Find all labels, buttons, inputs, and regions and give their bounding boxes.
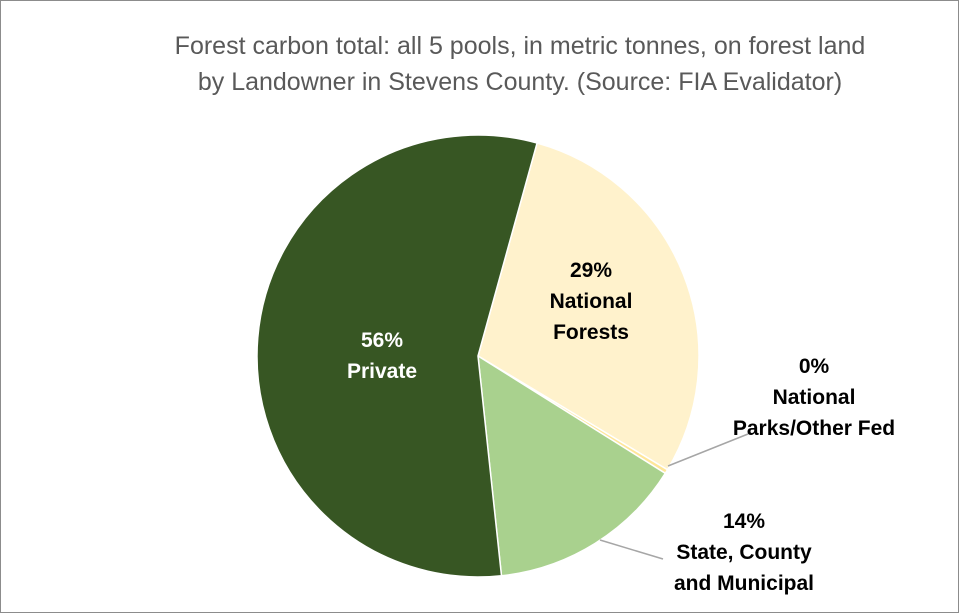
data-label-category: National xyxy=(550,290,633,313)
data-label-national-forests: 29% National Forests xyxy=(550,259,633,344)
pie-slice-state-county-and-municipal xyxy=(477,354,667,577)
data-label-category: and Municipal xyxy=(674,572,814,595)
data-label-state-county-and-municipal: 14% State, County and Municipal xyxy=(674,510,814,595)
chart-title-line-2: by Landowner in Stevens County. (Source:… xyxy=(197,68,843,96)
data-label-category: Parks/Other Fed xyxy=(733,417,895,440)
leader-line-state-county-and-municipal xyxy=(599,539,664,560)
pie-slice-private xyxy=(256,134,538,578)
data-label-percent: 56% xyxy=(361,329,403,352)
pie-slice-national-forests xyxy=(477,142,700,471)
chart-title: Forest carbon total: all 5 pools, in met… xyxy=(0,28,959,100)
data-label-percent: 29% xyxy=(570,259,612,282)
data-label-national-parks-other-fed: 0% National Parks/Other Fed xyxy=(733,355,895,440)
data-label-percent: 0% xyxy=(799,355,830,378)
data-label-category: State, County xyxy=(676,541,812,564)
chart-title-line-1: Forest carbon total: all 5 pools, in met… xyxy=(174,32,866,60)
data-label-percent: 14% xyxy=(723,510,765,533)
data-label-category: Private xyxy=(347,360,417,383)
data-label-category: Forests xyxy=(553,321,629,344)
data-label-private: 56% Private xyxy=(347,329,417,383)
leader-line-national-parks-other-fed xyxy=(667,433,749,467)
data-label-category: National xyxy=(773,386,856,409)
